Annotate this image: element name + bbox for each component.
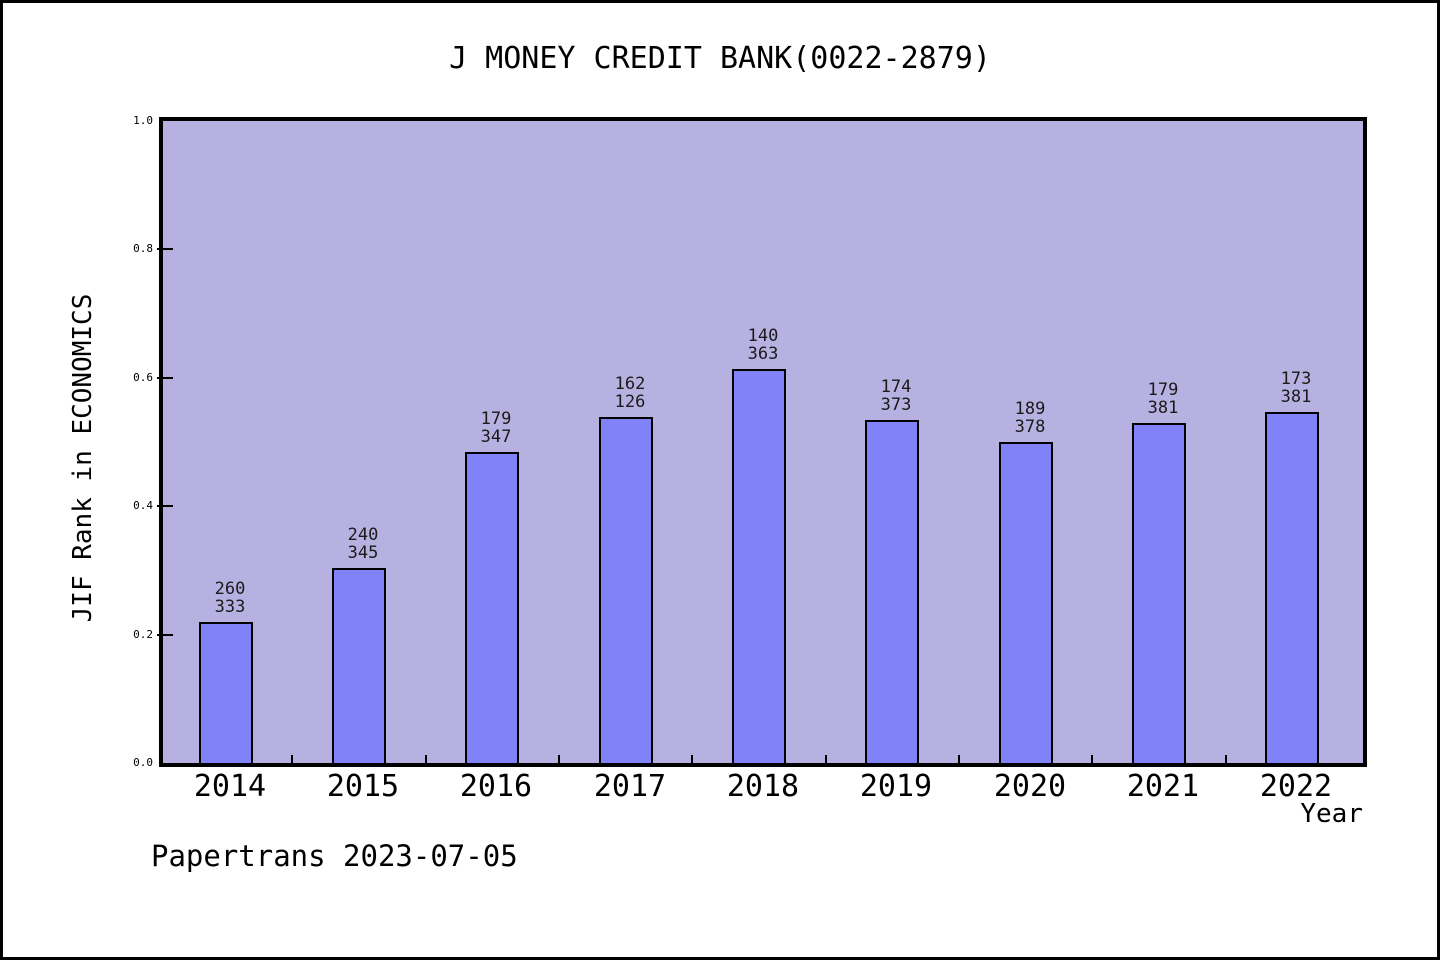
x-minor-tick (691, 755, 693, 763)
x-minor-tick (291, 755, 293, 763)
x-minor-tick (825, 755, 827, 763)
plot-area (159, 117, 1367, 767)
x-minor-tick (1091, 755, 1093, 763)
y-tick (157, 248, 173, 250)
bar-value-label-2019: 174 373 (880, 377, 912, 416)
x-tick-label-2017: 2017 (593, 769, 667, 804)
x-axis-title: Year (1300, 799, 1363, 829)
x-tick-label-2014: 2014 (193, 769, 267, 804)
y-tick (157, 505, 173, 507)
x-tick-label-2019: 2019 (859, 769, 933, 804)
bar-value-label-2021: 179 381 (1147, 380, 1179, 419)
y-axis-title: JIF Rank in ECONOMICS (68, 293, 98, 623)
bar-2021 (1132, 423, 1186, 763)
y-tick-label-0.4: 0.4 (133, 499, 153, 512)
x-minor-tick (958, 755, 960, 763)
x-minor-tick (558, 755, 560, 763)
bar-value-label-2018: 140 363 (747, 326, 779, 365)
x-tick-label-2020: 2020 (993, 769, 1067, 804)
bar-value-label-2022: 173 381 (1280, 369, 1312, 408)
x-tick-label-2021: 2021 (1126, 769, 1200, 804)
bar-2022 (1265, 412, 1319, 763)
bar-value-label-2016: 179 347 (480, 409, 512, 448)
y-tick (157, 377, 173, 379)
y-tick-label-0.8: 0.8 (133, 242, 153, 255)
bar-2019 (865, 420, 919, 763)
bar-value-label-2020: 189 378 (1014, 399, 1046, 438)
bar-value-label-2017: 162 126 (614, 374, 646, 413)
y-tick (157, 634, 173, 636)
y-tick-label-0.0: 0.0 (133, 756, 153, 769)
x-tick-label-2015: 2015 (326, 769, 400, 804)
x-minor-tick (1225, 755, 1227, 763)
footer-note: Papertrans 2023-07-05 (151, 839, 518, 873)
x-tick-label-2018: 2018 (726, 769, 800, 804)
bar-2018 (732, 369, 786, 763)
bar-value-label-2014: 260 333 (214, 579, 246, 618)
y-tick-label-1.0: 1.0 (133, 114, 153, 127)
bar-2015 (332, 568, 386, 763)
y-tick-label-0.6: 0.6 (133, 371, 153, 384)
bar-value-label-2015: 240 345 (347, 525, 379, 564)
x-tick-label-2022: 2022 (1259, 769, 1333, 804)
bar-2017 (599, 417, 653, 763)
bar-2020 (999, 442, 1053, 763)
bar-2016 (465, 452, 519, 763)
bar-2014 (199, 622, 253, 763)
chart-title: J MONEY CREDIT BANK(0022-2879) (449, 41, 991, 76)
x-tick-label-2016: 2016 (459, 769, 533, 804)
y-tick-label-0.2: 0.2 (133, 628, 153, 641)
x-minor-tick (425, 755, 427, 763)
